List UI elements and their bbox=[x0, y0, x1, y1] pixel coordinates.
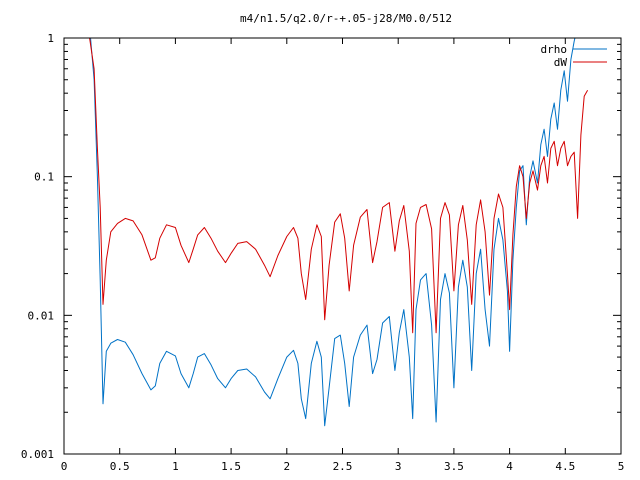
x-tick-label: 0.5 bbox=[110, 460, 130, 473]
axes: 0 0.5 1 1.5 2 2.5 3 3.5 4 4.5 5 1 0.1 0.01 0.001 bbox=[21, 32, 624, 473]
x-tick-label: 4.5 bbox=[555, 460, 575, 473]
x-tick-label: 1.5 bbox=[221, 460, 241, 473]
series-line-drho bbox=[90, 38, 576, 427]
y-tick-label: 1 bbox=[47, 32, 54, 45]
x-tick-label: 2 bbox=[283, 460, 290, 473]
chart-title: m4/n1.5/q2.0/r-+.05-j28/M0.0/512 bbox=[240, 12, 452, 25]
series-line-dW bbox=[89, 38, 589, 334]
y-tick-label: 0.01 bbox=[28, 309, 55, 322]
y-tick-label: 0.1 bbox=[34, 171, 54, 184]
x-tick-label: 5 bbox=[618, 460, 625, 473]
x-tick-label: 4 bbox=[506, 460, 513, 473]
legend-label-dW: dW bbox=[554, 56, 568, 69]
series-group bbox=[89, 38, 589, 427]
x-tick-label: 3.5 bbox=[444, 460, 464, 473]
plot-frame bbox=[63, 37, 622, 455]
x-tick-label: 2.5 bbox=[333, 460, 353, 473]
x-tick-label: 3 bbox=[395, 460, 402, 473]
x-tick-label: 1 bbox=[172, 460, 179, 473]
y-tick-label: 0.001 bbox=[21, 448, 54, 461]
legend-label-drho: drho bbox=[541, 43, 568, 56]
x-tick-label: 0 bbox=[61, 460, 68, 473]
